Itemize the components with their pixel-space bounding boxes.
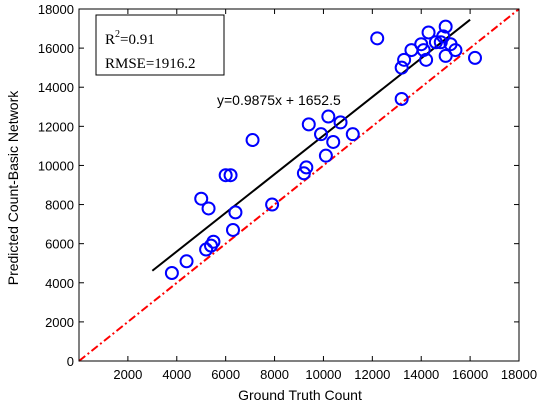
data-point — [419, 52, 434, 67]
data-point — [299, 160, 314, 175]
line-layer — [78, 8, 520, 362]
identity-line — [78, 8, 520, 362]
data-point — [416, 43, 431, 58]
data-point — [468, 50, 482, 65]
data-point — [179, 254, 194, 269]
y-tick-label: 12000 — [38, 119, 74, 134]
data-point — [206, 234, 221, 249]
data-point — [245, 133, 260, 148]
y-tick-label: 14000 — [38, 80, 74, 95]
data-point — [265, 197, 280, 212]
data-point — [345, 127, 360, 142]
data-point — [421, 25, 436, 40]
data-point — [201, 201, 216, 216]
stats-box-frame — [95, 14, 225, 76]
y-tick-label: 4000 — [45, 276, 74, 291]
y-tick-label: 16000 — [38, 41, 74, 56]
data-point — [164, 266, 179, 280]
data-point — [301, 117, 316, 132]
stats-box: R2=0.91 RMSE=1916.2 — [95, 14, 225, 76]
x-tick-label: 18000 — [501, 367, 537, 382]
data-point — [318, 148, 333, 163]
data-point — [326, 134, 341, 149]
y-tick-label: 8000 — [45, 198, 74, 213]
y-axis-label: Predicted Count-Basic Network — [5, 90, 21, 286]
x-tick-label: 4000 — [162, 367, 191, 382]
r2-label: R2=0.91 — [105, 29, 155, 48]
point-layer — [164, 19, 482, 280]
tick-layer: 2000 4000 6000 8000 10000 12000 14000 16000 1800… — [38, 2, 537, 382]
data-point — [218, 168, 233, 183]
data-point — [370, 31, 385, 46]
data-point — [394, 91, 409, 106]
y-tick-label: 6000 — [45, 237, 74, 252]
regression-line — [151, 18, 471, 272]
x-tick-label: 16000 — [452, 367, 488, 382]
data-point — [436, 29, 451, 44]
y-tick-label: 0 — [67, 354, 74, 369]
plot-frame — [78, 8, 520, 362]
x-tick-label: 2000 — [113, 367, 142, 382]
x-tick-label: 14000 — [403, 367, 439, 382]
rmse-label: RMSE=1916.2 — [105, 56, 196, 72]
data-point — [448, 43, 463, 58]
x-tick-label: 8000 — [260, 367, 289, 382]
y-tick-label: 10000 — [38, 158, 74, 173]
data-point — [321, 109, 336, 124]
data-point — [194, 191, 209, 206]
data-point — [333, 115, 348, 130]
data-point — [314, 127, 328, 142]
data-point — [394, 60, 409, 75]
data-point — [438, 19, 453, 34]
data-point — [228, 205, 243, 220]
x-tick-label: 12000 — [354, 367, 390, 382]
data-point — [223, 168, 238, 183]
fit-equation: y=0.9875x + 1652.5 — [217, 92, 341, 108]
data-point — [226, 222, 240, 237]
data-point — [397, 52, 412, 67]
y-tick-label: 18000 — [38, 2, 74, 17]
x-axis-label: Ground Truth Count — [238, 387, 362, 403]
y-tick-label: 2000 — [45, 315, 74, 330]
x-tick-label: 10000 — [305, 367, 341, 382]
x-tick-label: 6000 — [211, 367, 240, 382]
